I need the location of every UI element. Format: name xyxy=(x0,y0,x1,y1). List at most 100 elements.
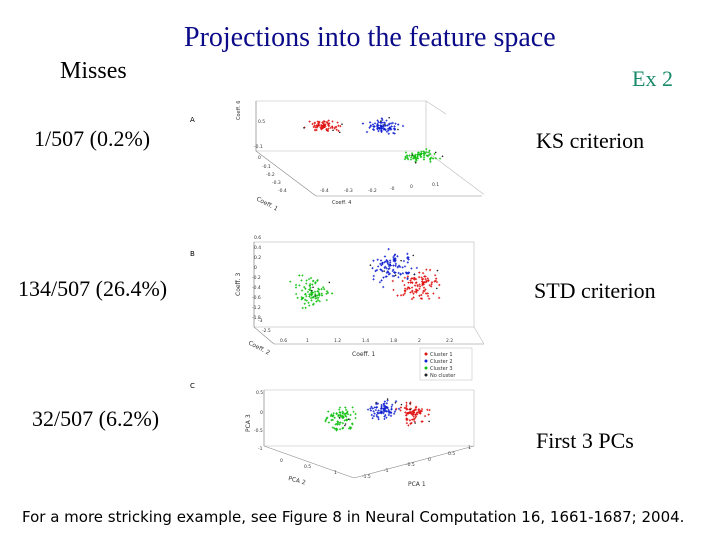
panel-a-cluster-green-point xyxy=(404,151,408,154)
panel-b-cluster-green-point xyxy=(322,286,325,289)
panel-c-cluster-red-point xyxy=(420,407,424,411)
panel-b-cluster-green-point xyxy=(323,288,326,291)
panel-c-cluster-blue-point xyxy=(393,410,397,413)
panel-a-cluster-blue-outlier xyxy=(383,124,386,126)
panel-a-cluster-red-point xyxy=(326,120,329,124)
panel-b-cluster-blue-point xyxy=(403,265,407,268)
panel-c-cluster-red-point xyxy=(418,411,421,414)
svg-text:2: 2 xyxy=(418,338,421,344)
panel-c-cluster-blue-point xyxy=(382,412,385,415)
panel-c-cluster-red-point xyxy=(412,411,415,414)
panel-b-cluster-blue-point xyxy=(384,265,387,268)
panel-a-cluster-blue-point xyxy=(386,124,389,127)
panel-b-cluster-red-point xyxy=(415,281,418,284)
panel-a-cluster-red-point xyxy=(313,122,316,125)
panel-a-cluster-green-point xyxy=(416,156,419,159)
panel-a-cluster-blue-point xyxy=(369,124,372,127)
svg-text:0.1: 0.1 xyxy=(432,182,439,188)
panel-b-cluster-red-point xyxy=(392,288,395,292)
panel-b-cluster-red-point xyxy=(414,288,418,291)
svg-text:2.2: 2.2 xyxy=(446,338,453,344)
svg-text:1: 1 xyxy=(334,470,337,476)
panel-b-cluster-red-point xyxy=(406,286,410,289)
footer-note: For a more stricking example, see Figure… xyxy=(22,508,685,526)
panel-b-cluster-blue-point xyxy=(380,264,383,267)
panel-a-cluster-green-point xyxy=(423,151,426,154)
panel-b-cluster-red-point xyxy=(401,279,404,283)
panel-b-cluster-red-point xyxy=(404,290,407,293)
panel-a-cluster-green-point xyxy=(430,156,433,159)
panel-b-cluster-green-point xyxy=(311,296,314,299)
panel-b-cluster-green-point xyxy=(312,303,315,306)
panel-a-cluster-green-point xyxy=(422,150,425,153)
panel-b-cluster-green-point xyxy=(317,290,320,293)
panel-b-cluster-blue-point xyxy=(392,264,395,267)
criterion-row-3: First 3 PCs xyxy=(536,428,634,453)
svg-text:0: 0 xyxy=(428,457,431,463)
panel-a-cluster-green-point xyxy=(415,157,418,161)
feature-space-figure: A Coeff. 6 Coeff. 1 Coeff. 4 0.5 -0.1 0 … xyxy=(184,96,487,501)
panel-b-cluster-green-point xyxy=(325,292,328,295)
panel-a-cluster-red-point xyxy=(327,127,330,130)
panel-b-cluster-red-point xyxy=(410,277,413,280)
panel-b-cluster-red-point xyxy=(416,285,419,288)
panel-c-cluster-green-point xyxy=(346,413,350,416)
panel-b-cluster-green-point xyxy=(326,291,330,294)
svg-text:-0.5: -0.5 xyxy=(406,462,415,468)
panel-c-cluster-green-point xyxy=(338,406,342,409)
svg-text:0: 0 xyxy=(280,458,283,464)
panel-b-cluster-blue-point xyxy=(407,271,410,274)
misses-row-3: 32/507 (6.2%) xyxy=(32,406,160,431)
panel-b-cluster-blue-point xyxy=(389,264,392,267)
panel-c-cluster-blue-point xyxy=(377,416,380,419)
panel-b-cluster-green-point xyxy=(310,299,313,302)
panel-a-cluster-blue-point xyxy=(393,132,396,135)
panel-a-cluster-red-point xyxy=(316,124,319,128)
panel-c-cluster-green-point xyxy=(347,427,351,430)
panel-c-cluster-green-point xyxy=(349,413,352,417)
panel-b-cluster-blue-point xyxy=(376,258,379,261)
panel-b: B Coeff. 3 Coeff. 2 Coeff. 1 0.6 0.4 0.2… xyxy=(190,235,485,381)
panel-b-cluster-blue-point xyxy=(391,274,394,278)
panel-c-cluster-green-point xyxy=(337,421,340,424)
panel-b-cluster-blue-point xyxy=(381,262,384,266)
panel-b-cluster-red-point xyxy=(424,288,427,291)
panel-b-cluster-blue-point xyxy=(386,262,390,266)
panel-b-cluster-blue-point xyxy=(397,271,400,275)
panel-a-cluster-blue-point xyxy=(377,121,380,124)
panel-c-cluster-green-point xyxy=(331,415,334,418)
svg-text:0: 0 xyxy=(260,410,263,416)
legend-cluster-3: Cluster 3 xyxy=(430,366,453,372)
panel-c-cluster-red-point xyxy=(410,421,413,425)
panel-c-cluster-red-point xyxy=(413,417,416,421)
panel-b-cluster-red-outlier xyxy=(436,269,439,272)
panel-b-cluster-blue-point xyxy=(394,262,397,265)
svg-text:0.6: 0.6 xyxy=(254,235,261,241)
panel-b-cluster-red-point xyxy=(415,289,418,293)
misses-row-2: 134/507 (26.4%) xyxy=(18,276,168,301)
panel-c-cluster-blue-point xyxy=(374,408,377,412)
svg-text:0.5: 0.5 xyxy=(258,119,265,125)
panel-a-cluster-red-point xyxy=(327,124,330,127)
panel-c-cluster-green xyxy=(324,406,357,432)
panel-b-cluster-green-point xyxy=(305,282,308,285)
panel-b-cluster-blue-point xyxy=(388,259,392,262)
panel-b-cluster-blue-point xyxy=(394,264,397,267)
panel-c-cluster-blue-point xyxy=(383,405,386,408)
panel-b-cluster-red-point xyxy=(418,283,421,286)
panel-a-cluster-green-point xyxy=(406,154,409,158)
panel-b-cluster-green-point xyxy=(308,293,311,296)
panel-a-cluster-green-point xyxy=(425,147,428,151)
panel-a-cluster-blue-point xyxy=(379,126,382,129)
panel-c-cluster-green-point xyxy=(336,422,339,425)
panel-c-cluster-green-point xyxy=(351,422,354,425)
panel-b-cluster-blue-point xyxy=(396,266,399,269)
panel-c-cluster-blue-point xyxy=(385,402,388,405)
panel-a-cluster-red-outlier xyxy=(303,127,305,129)
panel-b-cluster-green-point xyxy=(307,301,310,304)
panel-b-cluster-blue-point xyxy=(383,261,386,264)
panel-b-cluster-red-point xyxy=(402,293,405,297)
panel-c-axis-y: PCA 2 xyxy=(287,475,306,486)
panel-b-cluster-blue-point xyxy=(387,247,390,251)
panel-a-cluster-green-point xyxy=(425,154,429,157)
